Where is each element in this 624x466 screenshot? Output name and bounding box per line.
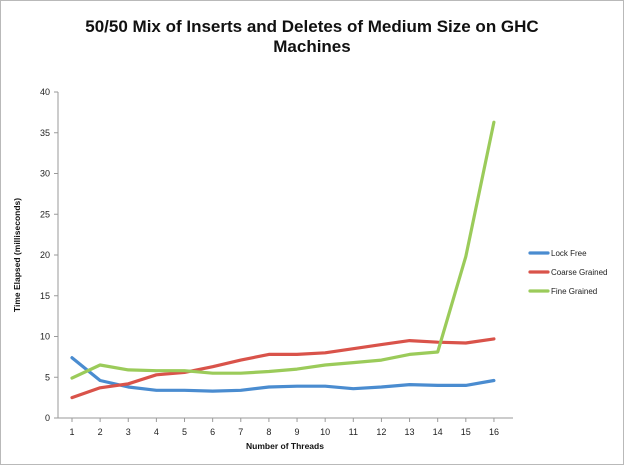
x-tick-label: 3 bbox=[126, 427, 131, 437]
x-tick-label: 5 bbox=[182, 427, 187, 437]
x-tick-label: 13 bbox=[405, 427, 415, 437]
x-tick-label: 1 bbox=[69, 427, 74, 437]
legend-label-coarse-grained: Coarse Grained bbox=[551, 268, 607, 277]
x-tick-label: 4 bbox=[154, 427, 159, 437]
y-axis-label: Time Elapsed (milliseconds) bbox=[12, 198, 22, 312]
chart-title-line-2: Machines bbox=[273, 37, 350, 56]
series-lines bbox=[70, 120, 496, 400]
y-tick-label: 30 bbox=[40, 169, 50, 179]
x-tick-label: 2 bbox=[98, 427, 103, 437]
x-tick-label: 14 bbox=[433, 427, 443, 437]
y-tick-label: 0 bbox=[45, 413, 50, 423]
series-line-coarse-grained bbox=[70, 337, 496, 400]
x-tick-label: 8 bbox=[266, 427, 271, 437]
x-tick-label: 10 bbox=[320, 427, 330, 437]
y-tick-label: 20 bbox=[40, 250, 50, 260]
x-tick-label: 6 bbox=[210, 427, 215, 437]
x-axis-label: Number of Threads bbox=[246, 441, 324, 451]
y-axis-ticks: 0 5 10 15 20 25 30 35 40 bbox=[40, 87, 58, 423]
y-tick-label: 5 bbox=[45, 372, 50, 382]
legend-label-fine-grained: Fine Grained bbox=[551, 287, 597, 296]
x-tick-label: 16 bbox=[489, 427, 499, 437]
legend-label-lock-free: Lock Free bbox=[551, 249, 587, 258]
y-tick-label: 15 bbox=[40, 291, 50, 301]
series-line-lock-free bbox=[70, 356, 496, 393]
y-tick-label: 25 bbox=[40, 209, 50, 219]
x-tick-label: 12 bbox=[376, 427, 386, 437]
x-tick-label: 11 bbox=[349, 427, 358, 437]
y-tick-label: 35 bbox=[40, 128, 50, 138]
x-tick-label: 9 bbox=[295, 427, 300, 437]
chart-title-line-1: 50/50 Mix of Inserts and Deletes of Medi… bbox=[85, 17, 538, 36]
x-tick-label: 15 bbox=[461, 427, 471, 437]
x-axis-ticks: 1 2 3 4 5 6 7 8 9 10 11 12 13 14 15 16 bbox=[69, 418, 499, 437]
y-tick-label: 10 bbox=[40, 332, 50, 342]
y-tick-label: 40 bbox=[40, 87, 50, 97]
x-tick-label: 7 bbox=[238, 427, 243, 437]
legend: Lock Free Coarse Grained Fine Grained bbox=[528, 249, 607, 296]
series-line-fine-grained bbox=[70, 120, 496, 380]
